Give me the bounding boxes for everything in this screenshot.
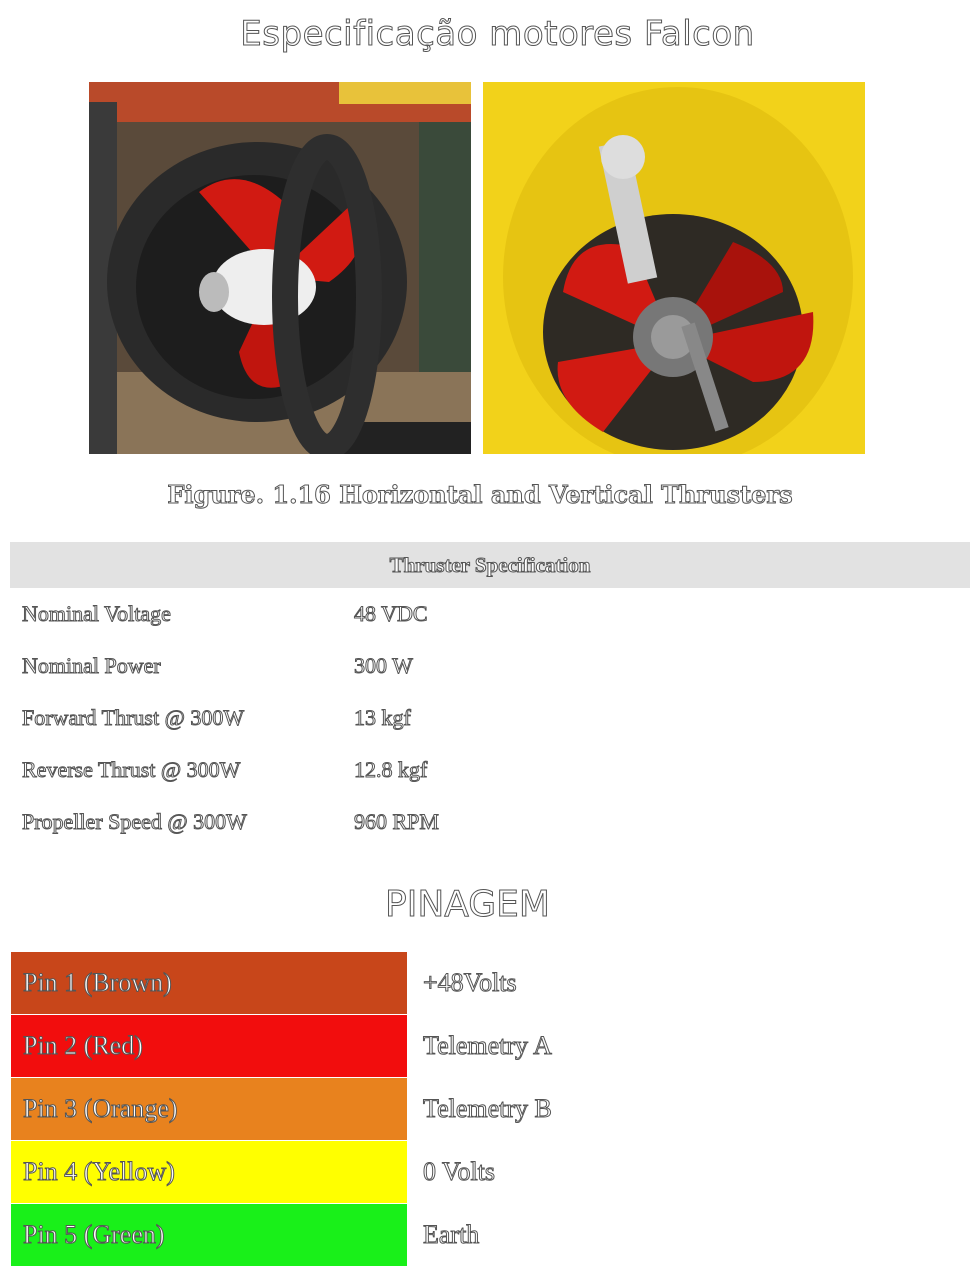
- spec-label: Propeller Speed @ 300W: [22, 809, 248, 835]
- figure-caption: Figure. 1.16 Horizontal and Vertical Thr…: [167, 480, 793, 510]
- pin-label: Pin 3 (Orange): [11, 1077, 407, 1141]
- spec-row-reverse-thrust: Reverse Thrust @ 300W 12.8 kgf: [10, 744, 970, 796]
- pin-label: Pin 1 (Brown): [11, 952, 407, 1015]
- spec-value: 48 VDC: [354, 601, 429, 627]
- spec-label: Nominal Voltage: [22, 601, 172, 627]
- pin-row-4: Pin 4 (Yellow) 0 Volts: [11, 1140, 823, 1204]
- page-title: Especificação motores Falcon: [240, 14, 755, 55]
- spec-row-nominal-power: Nominal Power 300 W: [10, 640, 970, 692]
- pin-function: Earth: [423, 1220, 480, 1250]
- spec-value: 13 kgf: [354, 705, 412, 731]
- pin-row-5: Pin 5 (Green) Earth: [11, 1203, 823, 1267]
- spec-value: 12.8 kgf: [354, 757, 428, 783]
- pin-label: Pin 5 (Green): [11, 1203, 407, 1267]
- pin-function: 0 Volts: [423, 1157, 496, 1187]
- pin-label: Pin 2 (Red): [11, 1014, 407, 1078]
- pin-row-2: Pin 2 (Red) Telemetry A: [11, 1014, 823, 1078]
- pinout-heading: PINAGEM: [385, 884, 551, 926]
- pin-row-3: Pin 3 (Orange) Telemetry B: [11, 1077, 823, 1141]
- spec-row-forward-thrust: Forward Thrust @ 300W 13 kgf: [10, 692, 970, 744]
- spec-row-propeller-speed: Propeller Speed @ 300W 960 RPM: [10, 796, 970, 848]
- pin-function: Telemetry B: [423, 1094, 553, 1124]
- spec-label: Nominal Power: [22, 653, 162, 679]
- spec-value: 960 RPM: [354, 809, 440, 835]
- pin-label: Pin 4 (Yellow): [11, 1140, 407, 1204]
- pin-function: +48Volts: [423, 968, 518, 998]
- pin-row-1: Pin 1 (Brown) +48Volts: [11, 952, 823, 1015]
- pinout-table: Pin 1 (Brown) +48Volts Pin 2 (Red) Telem…: [11, 952, 823, 1267]
- spec-label: Forward Thrust @ 300W: [22, 705, 245, 731]
- spec-row-nominal-voltage: Nominal Voltage 48 VDC: [10, 588, 970, 640]
- spec-value: 300 W: [354, 653, 414, 679]
- pin-function: Telemetry A: [423, 1031, 553, 1061]
- spec-table-header: Thruster Specification: [10, 542, 970, 588]
- thruster-spec-table: Thruster Specification Nominal Voltage 4…: [10, 542, 970, 848]
- vertical-thruster-photo: [483, 82, 865, 454]
- horizontal-thruster-photo: [89, 82, 471, 454]
- spec-label: Reverse Thrust @ 300W: [22, 757, 241, 783]
